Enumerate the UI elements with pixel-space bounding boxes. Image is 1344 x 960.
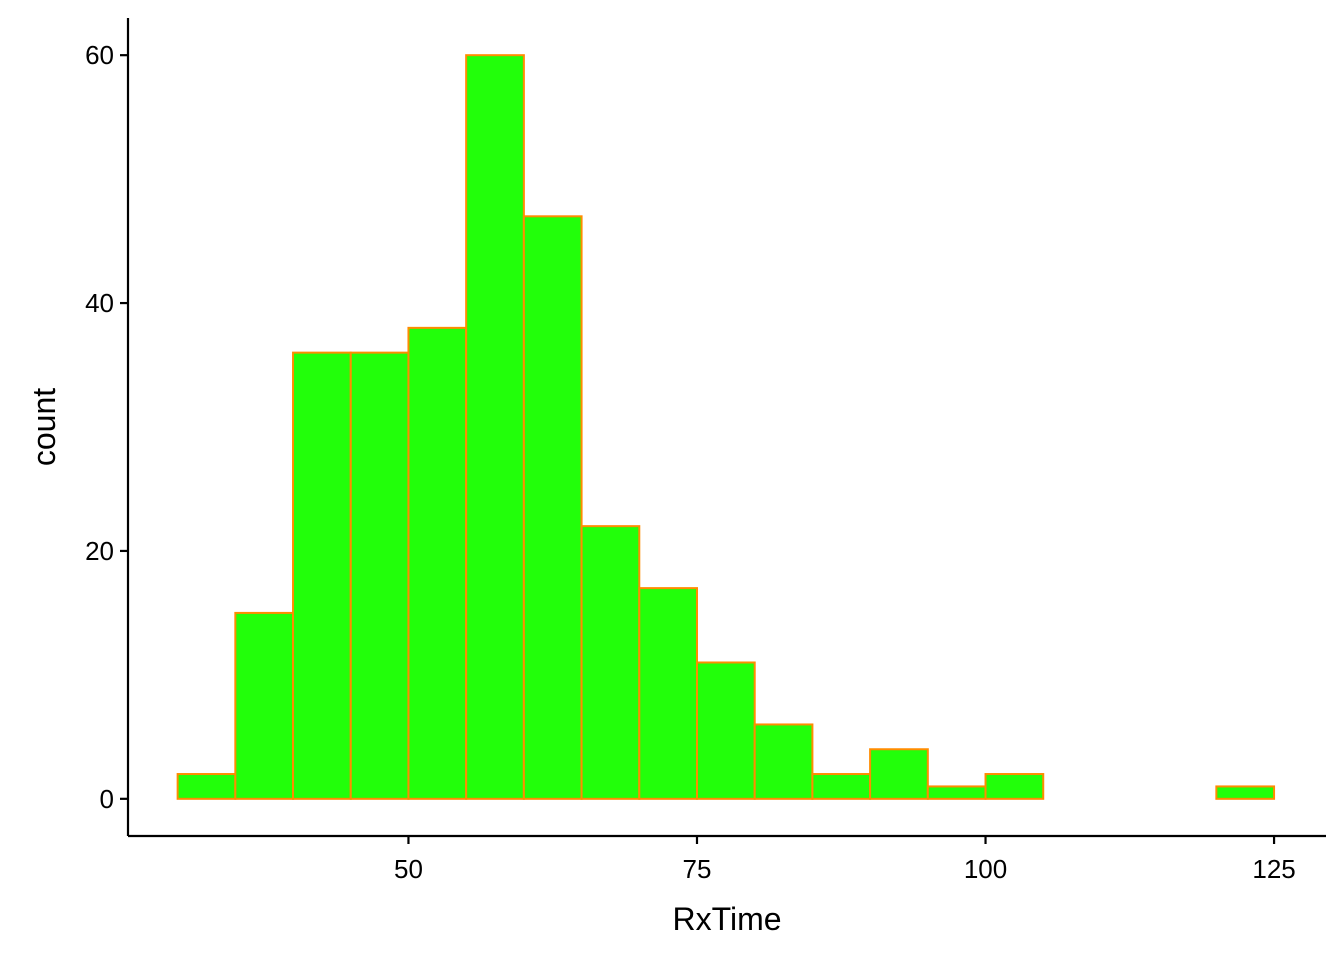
- histogram-bar-3: [349, 351, 410, 800]
- histogram-bar-4: [407, 326, 468, 800]
- histogram-bar-14: [984, 773, 1045, 800]
- histogram-bar-10: [753, 723, 814, 800]
- histogram-bar-6: [522, 215, 583, 800]
- bars-group: [176, 54, 1276, 800]
- histogram-bar-9: [695, 661, 756, 800]
- histogram-bar-13: [926, 785, 987, 800]
- histogram-bar-8: [638, 587, 698, 800]
- histogram-bar-7: [580, 525, 641, 800]
- histogram-bar-5: [465, 54, 525, 800]
- y-axis-title: count: [26, 388, 62, 466]
- histogram-bar-1: [234, 611, 295, 800]
- axes-group: [126, 18, 1326, 838]
- x-ticks-group: 50 75 100 125: [394, 836, 1296, 884]
- histogram-bar-12: [869, 748, 929, 800]
- x-tick-label-100: 100: [964, 854, 1007, 884]
- x-tick-label-125: 125: [1252, 854, 1295, 884]
- y-ticks-group: 0 20 40 60: [85, 40, 128, 814]
- histogram-bar-0: [176, 773, 237, 800]
- x-axis-title: RxTime: [672, 901, 781, 937]
- y-tick-label-60: 60: [85, 40, 114, 70]
- histogram-bar-11: [811, 773, 872, 800]
- x-tick-label-75: 75: [683, 854, 712, 884]
- histogram-bar-2: [292, 351, 352, 800]
- histogram-bar-18: [1215, 785, 1276, 800]
- y-tick-label-40: 40: [85, 288, 114, 318]
- y-tick-label-20: 20: [85, 536, 114, 566]
- y-tick-label-0: 0: [100, 784, 114, 814]
- x-tick-label-50: 50: [394, 854, 423, 884]
